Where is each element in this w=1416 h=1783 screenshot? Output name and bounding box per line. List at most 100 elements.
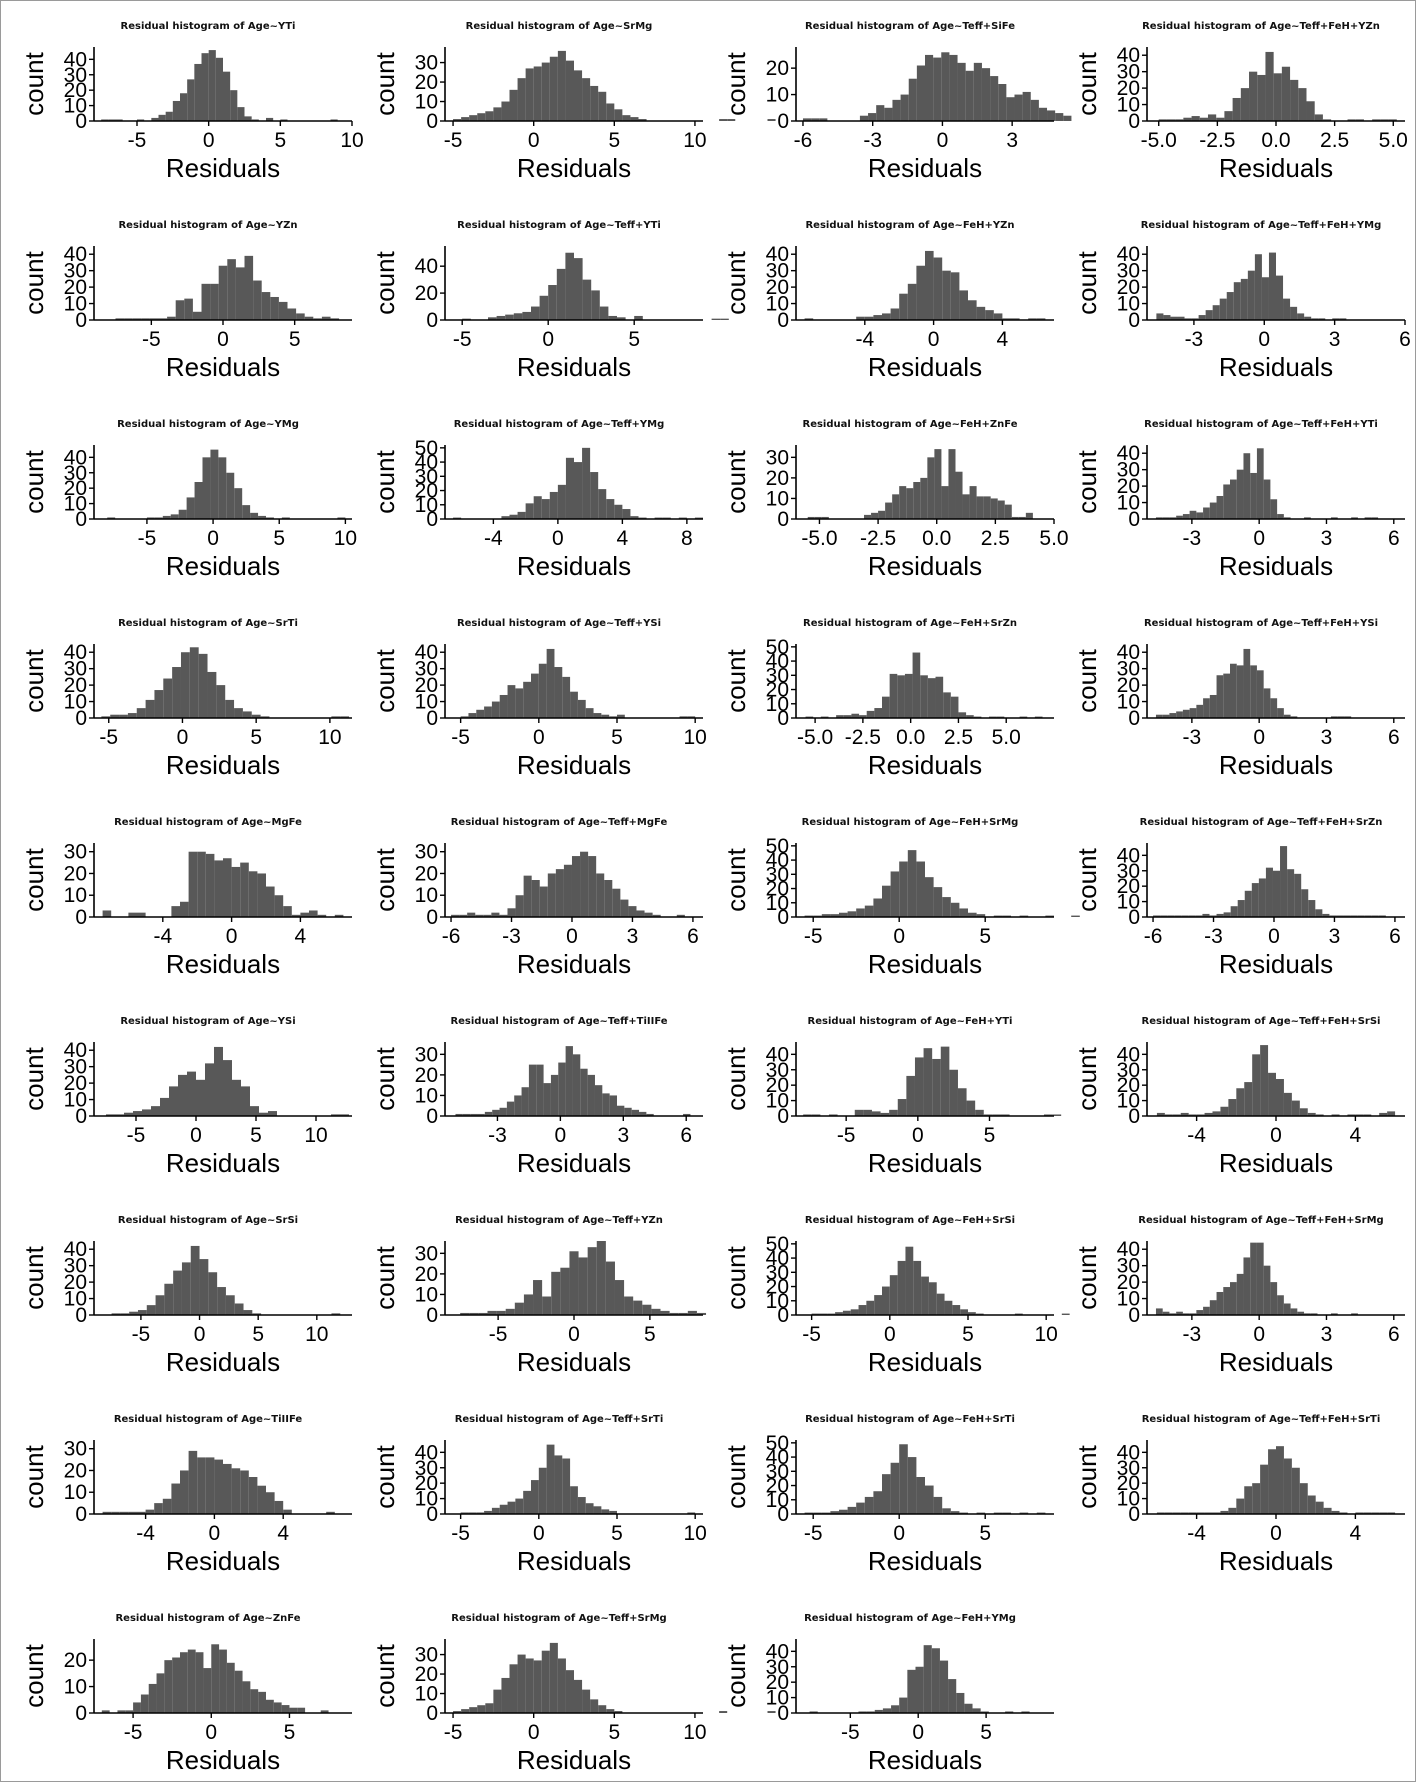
- y-tick-label: 40: [766, 1043, 789, 1066]
- histogram-panel: Residual histogram of Age~Teff+FeH+YTi01…: [1072, 419, 1405, 581]
- histogram-bar: [499, 1107, 507, 1116]
- histogram-bar: [960, 1309, 968, 1315]
- histogram-bar: [240, 862, 249, 917]
- histogram-bar: [226, 472, 235, 519]
- x-tick-label: 3: [1321, 527, 1333, 550]
- histogram-bar: [997, 500, 1005, 519]
- x-tick-label: 5: [644, 1323, 656, 1346]
- histogram-bar: [300, 912, 309, 917]
- x-tick-label: 5: [250, 726, 262, 749]
- histogram-bar: [569, 1251, 579, 1315]
- y-tick-label: 0: [1128, 906, 1140, 929]
- y-tick-label: 20: [766, 57, 789, 80]
- histogram-bar: [1189, 708, 1197, 718]
- histogram-bar: [1162, 1311, 1170, 1315]
- histogram-bar: [1344, 716, 1352, 718]
- x-tick-label: 4: [1350, 1522, 1362, 1545]
- chart-title: Residual histogram of Age~ZnFe: [115, 1613, 300, 1624]
- x-tick-label: 0: [1268, 925, 1280, 948]
- histogram-bar: [1351, 517, 1358, 519]
- histogram-bar: [1307, 1112, 1316, 1116]
- histogram-bar: [927, 457, 935, 519]
- histogram-bar: [142, 1109, 151, 1116]
- histogram-bar: [1280, 846, 1288, 917]
- y-tick-label: 30: [1117, 61, 1140, 84]
- y-tick-label: 40: [766, 1247, 789, 1270]
- x-axis-label: Residuals: [868, 1148, 982, 1178]
- histogram-bar: [614, 1711, 623, 1713]
- histogram-panel: Residual histogram of Age~FeH+YZn0102030…: [721, 220, 1054, 382]
- y-axis-label: count: [1072, 1245, 1102, 1309]
- x-tick-label: 10: [683, 1721, 706, 1744]
- histogram-bar: [859, 715, 867, 718]
- histogram-bar: [115, 318, 125, 320]
- y-axis-label: count: [370, 1245, 400, 1309]
- histogram-bar: [565, 1046, 573, 1116]
- x-tick-label: 5: [979, 925, 991, 948]
- histogram-bar: [856, 1502, 865, 1514]
- histogram-bar: [196, 1079, 205, 1116]
- x-tick-label: 8: [681, 527, 693, 550]
- histogram-bar: [1162, 517, 1170, 519]
- histogram-bar: [164, 1283, 174, 1315]
- histogram-bar: [453, 119, 462, 121]
- histogram-bar: [478, 1312, 488, 1315]
- y-tick-label: 20: [415, 1472, 438, 1495]
- x-axis-label: Residuals: [868, 153, 982, 183]
- x-tick-label: -5: [99, 726, 118, 749]
- histogram-bar: [507, 1501, 516, 1514]
- histogram-bar: [210, 283, 219, 320]
- y-tick-label: 30: [766, 1059, 789, 1082]
- histogram-bar: [234, 1670, 243, 1713]
- histogram-bar: [451, 914, 460, 917]
- y-tick-label: 0: [75, 707, 87, 730]
- y-axis-label: count: [721, 449, 751, 513]
- y-axis-label: count: [721, 1046, 751, 1110]
- histogram-bar: [1061, 1313, 1070, 1315]
- y-tick-label: 10: [1117, 492, 1140, 515]
- histogram-bar: [1291, 1100, 1300, 1116]
- y-tick-label: 20: [766, 1074, 789, 1097]
- histogram-bar: [899, 1697, 908, 1713]
- chart-title: Residual histogram of Age~Teff+FeH+SrTi: [1142, 1414, 1381, 1425]
- y-tick-label: 20: [64, 79, 87, 102]
- histogram-bar: [1216, 1291, 1224, 1315]
- histogram-bar: [523, 1490, 531, 1514]
- histogram-bar: [952, 1305, 961, 1315]
- y-tick-label: 30: [64, 1438, 87, 1461]
- histogram-panel: Residual histogram of Age~Teff+FeH+SrMg 0…: [1072, 1215, 1405, 1377]
- x-tick-label: -3: [488, 1124, 507, 1147]
- histogram-bar: [539, 886, 548, 917]
- histogram-bar: [1347, 119, 1356, 121]
- histogram-bar: [1323, 1507, 1332, 1514]
- histogram-bar: [582, 279, 592, 320]
- histogram-bar: [1265, 867, 1273, 917]
- y-tick-label: 40: [766, 243, 789, 266]
- histogram-bar: [606, 103, 615, 121]
- histogram-bar: [571, 856, 581, 917]
- histogram-bar: [630, 516, 639, 519]
- histogram-bar: [1204, 1112, 1213, 1116]
- histogram-bar: [231, 866, 241, 917]
- histogram-bar: [1339, 318, 1347, 320]
- histogram-bar: [462, 1113, 471, 1116]
- histogram-bar: [1232, 97, 1241, 121]
- chart-title: Residual histogram of Age~Teff+YSi: [457, 618, 661, 629]
- histogram-bar: [1223, 1287, 1231, 1315]
- histogram-bar: [696, 1312, 707, 1315]
- histogram-bar: [133, 1111, 142, 1116]
- y-tick-label: 30: [415, 52, 438, 75]
- y-tick-label: 10: [64, 1676, 87, 1699]
- histogram-bar: [1290, 1308, 1298, 1315]
- y-tick-label: 0: [1128, 1503, 1140, 1526]
- histogram-bar: [235, 267, 245, 320]
- x-axis-label: Residuals: [166, 1148, 280, 1178]
- x-axis-label: Residuals: [1219, 352, 1333, 382]
- histogram-bar: [156, 1673, 165, 1713]
- histogram-panel: Residual histogram of Age~YTi010203040-5…: [19, 21, 364, 183]
- histogram-bar: [933, 1496, 943, 1514]
- histogram-bar: [501, 516, 510, 519]
- y-tick-label: 10: [1117, 1288, 1140, 1311]
- histogram-bar: [624, 1296, 634, 1315]
- histogram-bar: [1260, 1045, 1269, 1116]
